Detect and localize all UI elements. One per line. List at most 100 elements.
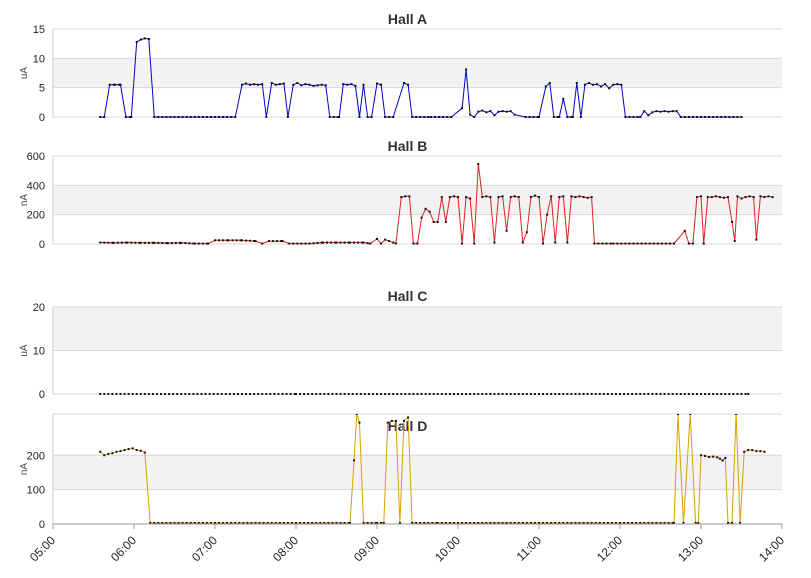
data-point: [635, 393, 638, 395]
panel-title: Hall C: [388, 288, 428, 304]
data-point: [593, 242, 596, 245]
data-point: [107, 241, 110, 244]
panel-title: Hall D: [388, 418, 428, 434]
data-point: [200, 393, 203, 395]
data-point: [376, 393, 378, 395]
data-point: [477, 393, 480, 395]
data-point: [327, 521, 330, 524]
data-point: [747, 449, 750, 452]
data-point: [189, 116, 192, 118]
data-point: [724, 116, 727, 118]
data-point: [336, 116, 339, 118]
data-point: [687, 393, 690, 395]
y-tick-label: 100: [27, 485, 45, 497]
data-point: [562, 521, 565, 524]
data-point: [636, 116, 639, 118]
data-point: [700, 116, 702, 118]
data-point: [230, 116, 233, 118]
data-point: [143, 37, 146, 40]
data-point: [126, 241, 129, 244]
data-point: [315, 393, 318, 395]
data-point: [728, 393, 731, 395]
data-point: [282, 82, 285, 85]
data-point: [631, 521, 634, 524]
data-point: [562, 393, 565, 395]
data-point: [185, 116, 188, 118]
data-point: [525, 231, 528, 234]
data-point: [424, 393, 427, 395]
data-point: [218, 116, 221, 118]
data-point: [316, 241, 319, 244]
data-point: [230, 521, 233, 524]
data-point: [300, 242, 303, 245]
data-point: [546, 213, 549, 216]
data-point: [268, 240, 270, 243]
data-point: [716, 116, 719, 118]
data-point: [675, 110, 678, 113]
data-point: [428, 210, 431, 213]
data-point: [282, 521, 285, 524]
data-point: [157, 241, 160, 244]
data-point: [400, 196, 403, 199]
data-point: [501, 110, 504, 113]
data-point: [404, 195, 407, 198]
data-point: [691, 393, 694, 395]
data-point: [513, 393, 516, 395]
series: [99, 414, 766, 524]
data-point: [124, 116, 127, 118]
data-point: [216, 393, 219, 395]
data-point: [712, 393, 715, 395]
data-point: [732, 393, 735, 395]
data-point: [103, 241, 106, 244]
data-point: [308, 83, 311, 86]
data-point: [231, 239, 234, 242]
data-point: [673, 521, 675, 524]
data-point: [218, 239, 221, 242]
data-point: [189, 521, 192, 524]
data-point: [408, 393, 411, 395]
data-point: [708, 116, 711, 118]
data-point: [197, 242, 200, 245]
grid-band: [53, 185, 782, 215]
data-point: [529, 521, 532, 524]
data-point: [708, 455, 711, 458]
data-point: [655, 393, 658, 395]
data-point: [544, 85, 547, 88]
y-tick-label: 0: [39, 519, 45, 531]
x-tick-label: 09:00: [351, 533, 382, 564]
data-point: [369, 242, 372, 245]
data-point: [147, 37, 150, 40]
data-point: [181, 116, 184, 118]
data-point: [303, 393, 306, 395]
data-point: [281, 393, 284, 395]
data-point: [149, 521, 152, 524]
data-point: [570, 116, 573, 118]
data-point: [123, 393, 126, 395]
data-point: [224, 393, 227, 395]
data-point: [388, 240, 391, 243]
data-point: [644, 242, 647, 245]
x-tick-label: 07:00: [189, 533, 220, 564]
data-point: [651, 111, 654, 114]
data-point: [763, 196, 766, 199]
data-point: [489, 521, 492, 524]
data-point: [400, 393, 403, 395]
data-point: [679, 116, 682, 118]
data-point: [366, 242, 369, 245]
data-point: [594, 521, 597, 524]
data-point: [99, 241, 102, 244]
data-point: [197, 521, 200, 524]
data-point: [571, 116, 574, 118]
data-point: [493, 114, 496, 117]
data-point: [497, 196, 500, 199]
x-tick-label: 06:00: [108, 533, 139, 564]
y-tick-label: 20: [33, 302, 45, 314]
data-point: [253, 83, 256, 86]
data-point: [570, 393, 573, 395]
data-point: [700, 454, 702, 457]
data-point: [552, 116, 555, 118]
data-point: [575, 81, 578, 84]
data-point: [292, 83, 295, 86]
data-point: [740, 197, 743, 200]
data-point: [311, 521, 314, 524]
